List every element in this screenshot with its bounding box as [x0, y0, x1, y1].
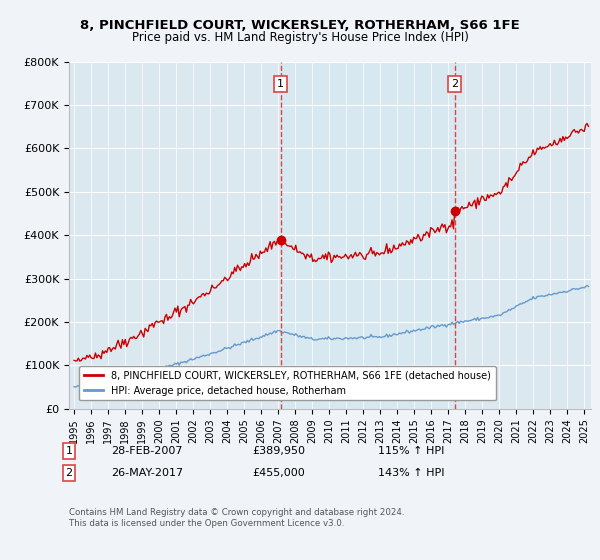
Text: Contains HM Land Registry data © Crown copyright and database right 2024.
This d: Contains HM Land Registry data © Crown c…	[69, 508, 404, 528]
Legend: 8, PINCHFIELD COURT, WICKERSLEY, ROTHERHAM, S66 1FE (detached house), HPI: Avera: 8, PINCHFIELD COURT, WICKERSLEY, ROTHERH…	[79, 366, 496, 400]
Text: 143% ↑ HPI: 143% ↑ HPI	[378, 468, 445, 478]
Bar	[281, 62, 455, 409]
Text: 1: 1	[277, 79, 284, 89]
Text: 2: 2	[65, 468, 73, 478]
Text: Price paid vs. HM Land Registry's House Price Index (HPI): Price paid vs. HM Land Registry's House …	[131, 31, 469, 44]
Text: 8, PINCHFIELD COURT, WICKERSLEY, ROTHERHAM, S66 1FE: 8, PINCHFIELD COURT, WICKERSLEY, ROTHERH…	[80, 18, 520, 32]
Text: 1: 1	[65, 446, 73, 456]
Text: 28-FEB-2007: 28-FEB-2007	[111, 446, 182, 456]
Text: 26-MAY-2017: 26-MAY-2017	[111, 468, 183, 478]
Text: £389,950: £389,950	[252, 446, 305, 456]
Text: 2: 2	[451, 79, 458, 89]
Text: 115% ↑ HPI: 115% ↑ HPI	[378, 446, 445, 456]
Text: £455,000: £455,000	[252, 468, 305, 478]
